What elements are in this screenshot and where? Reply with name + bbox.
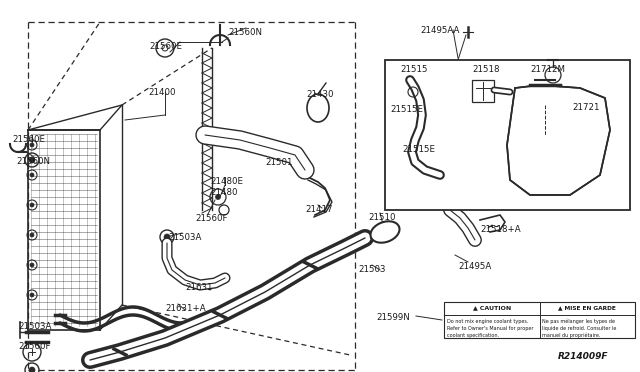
Text: 21501: 21501 — [265, 158, 292, 167]
Text: R214009F: R214009F — [558, 352, 609, 361]
Text: 21495AA: 21495AA — [420, 26, 460, 35]
Text: manuel du propriétaire.: manuel du propriétaire. — [543, 333, 601, 339]
Circle shape — [29, 157, 35, 163]
Bar — [444, 302, 635, 338]
Text: ▲ CAUTION: ▲ CAUTION — [472, 305, 511, 311]
Text: 21560F: 21560F — [195, 214, 227, 223]
Text: 21430: 21430 — [306, 90, 333, 99]
Text: 21560F: 21560F — [18, 342, 51, 351]
Text: coolant specification.: coolant specification. — [447, 333, 499, 338]
Text: 21560E: 21560E — [149, 42, 182, 51]
Text: 21631: 21631 — [185, 283, 212, 292]
Circle shape — [30, 173, 34, 177]
Circle shape — [29, 367, 35, 372]
Circle shape — [164, 234, 170, 240]
Circle shape — [30, 263, 34, 267]
Text: 21515: 21515 — [400, 65, 428, 74]
Text: 21503A: 21503A — [168, 233, 202, 242]
Ellipse shape — [371, 221, 399, 243]
Text: 21515E: 21515E — [390, 105, 423, 114]
Text: 21417: 21417 — [305, 205, 333, 214]
Text: Ne pas mélanger les types de: Ne pas mélanger les types de — [543, 319, 616, 324]
Circle shape — [30, 293, 34, 297]
Circle shape — [214, 193, 222, 201]
Text: Do not mix engine coolant types.: Do not mix engine coolant types. — [447, 319, 529, 324]
Text: liquide de refroid. Consulter le: liquide de refroid. Consulter le — [543, 326, 617, 331]
Bar — [472, 80, 494, 102]
Text: 21599N: 21599N — [376, 313, 410, 322]
Bar — [385, 60, 630, 210]
Text: 21480E: 21480E — [210, 177, 243, 186]
Polygon shape — [507, 85, 610, 195]
Text: 21560N: 21560N — [228, 28, 262, 37]
Text: 21503A: 21503A — [18, 322, 51, 331]
Text: 21518+A: 21518+A — [480, 225, 520, 234]
Text: Refer to Owner's Manual for proper: Refer to Owner's Manual for proper — [447, 326, 534, 331]
Text: 21712M: 21712M — [530, 65, 565, 74]
Circle shape — [160, 43, 170, 53]
Circle shape — [30, 203, 34, 207]
Text: 21480: 21480 — [210, 188, 237, 197]
Text: 21495A: 21495A — [458, 262, 492, 271]
Circle shape — [28, 348, 36, 356]
Text: ▲ MISE EN GARDE: ▲ MISE EN GARDE — [558, 305, 616, 311]
Ellipse shape — [307, 94, 329, 122]
Circle shape — [30, 143, 34, 147]
Text: 21631+A: 21631+A — [165, 304, 205, 313]
Text: 21515E: 21515E — [402, 145, 435, 154]
Circle shape — [545, 67, 561, 83]
Text: 21503: 21503 — [358, 265, 385, 274]
Text: 21721: 21721 — [572, 103, 600, 112]
Text: 21518: 21518 — [472, 65, 499, 74]
Text: 21560N: 21560N — [16, 157, 50, 166]
Circle shape — [30, 233, 34, 237]
Text: 21560E: 21560E — [12, 135, 45, 144]
Circle shape — [216, 195, 221, 199]
Text: 21510: 21510 — [368, 213, 396, 222]
Text: 21400: 21400 — [148, 88, 175, 97]
